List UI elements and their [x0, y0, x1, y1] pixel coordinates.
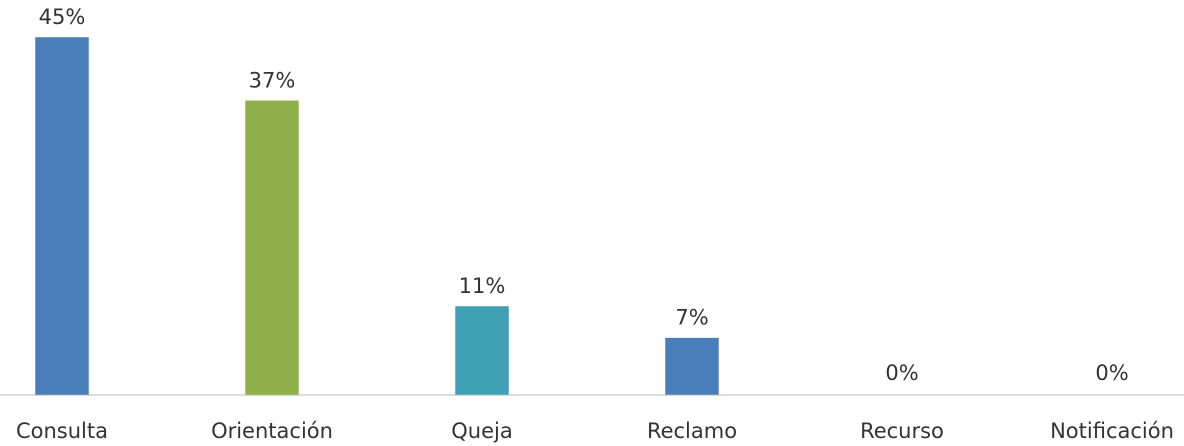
value-label: 0% — [1095, 361, 1128, 385]
value-label: 45% — [39, 5, 86, 29]
x-tick-label: Recurso — [860, 419, 944, 443]
x-tick-label: Notificación — [1050, 419, 1174, 443]
value-label: 0% — [885, 361, 918, 385]
x-tick-label: Consulta — [16, 419, 108, 443]
bar — [455, 306, 509, 395]
value-label: 7% — [675, 306, 708, 330]
value-label: 37% — [249, 68, 296, 92]
x-tick-label: Reclamo — [647, 419, 737, 443]
x-tick-label: Orientación — [211, 419, 333, 443]
bar — [245, 100, 299, 395]
bar — [35, 37, 89, 395]
bar — [665, 337, 719, 395]
value-label: 11% — [459, 274, 506, 298]
x-tick-label: Queja — [451, 419, 512, 443]
